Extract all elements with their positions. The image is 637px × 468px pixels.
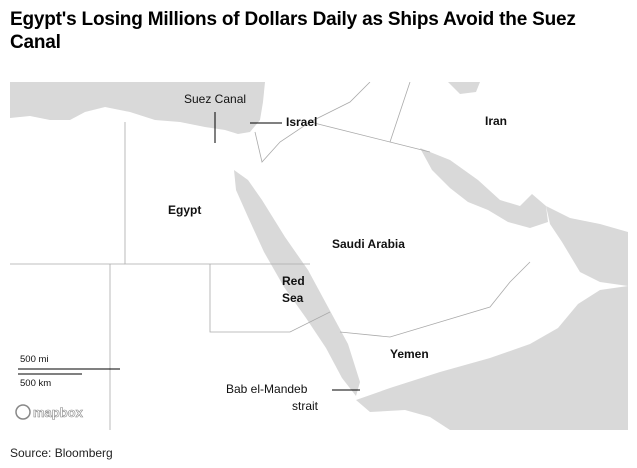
source: Source: Bloomberg (10, 446, 113, 460)
border (389, 82, 411, 143)
place-label: Suez Canal (184, 92, 246, 106)
scale-label: 500 mi (20, 354, 49, 365)
place-label: Saudi Arabia (332, 237, 405, 251)
attribution: mapbox (33, 405, 84, 420)
border (254, 82, 371, 163)
scale-label: 500 km (20, 378, 51, 389)
border (339, 261, 531, 338)
border (209, 264, 331, 333)
caspian-sea (448, 82, 480, 94)
gulf-of-aden (356, 286, 628, 430)
place-label: strait (292, 399, 319, 413)
mediterranean-sea (10, 82, 265, 134)
place-label: Egypt (168, 203, 201, 217)
place-label: Yemen (390, 347, 429, 361)
map: Suez Canal Israel Iran Egypt Saudi Arabi… (10, 82, 628, 430)
borders (10, 82, 531, 430)
persian-gulf (420, 148, 548, 228)
place-label: Red (282, 274, 305, 288)
title: Egypt's Losing Millions of Dollars Daily… (10, 9, 576, 53)
place-label: Sea (282, 291, 304, 305)
red-sea (234, 170, 360, 396)
gulf-of-oman (546, 206, 628, 286)
place-label: Bab el-Mandeb (226, 382, 308, 396)
place-label: Israel (286, 115, 317, 129)
mapbox-logo (15, 404, 31, 420)
place-label: Iran (485, 114, 507, 128)
